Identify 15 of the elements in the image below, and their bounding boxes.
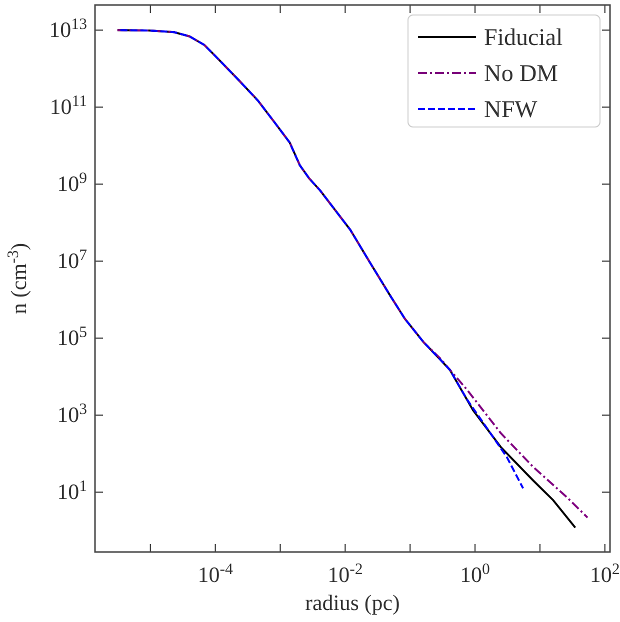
y-tick-label: 10$^{13}$ <box>49 16 88 42</box>
y-tick-label: 10$^{7}$ <box>57 246 88 274</box>
legend-label: NFW <box>484 97 538 123</box>
y-tick-label: 10$^{11}$ <box>50 92 87 120</box>
legend-label: Fiducial <box>484 25 563 51</box>
x-tick-label: 10$^{2}$ <box>590 560 620 587</box>
y-tick-label: 10$^{5}$ <box>57 324 88 350</box>
x-tick-label: 10$^{0}$ <box>460 560 490 587</box>
y-tick-label: 10$^{1}$ <box>57 478 87 504</box>
y-tick-label: 10$^{3}$ <box>57 400 88 428</box>
x-tick-label: 10$^{-4}$ <box>198 560 234 587</box>
x-axis-title: radius (pc) <box>305 590 400 615</box>
x-tick-label: 10$^{-2}$ <box>328 560 363 587</box>
y-tick-label: 10$^{9}$ <box>57 170 88 196</box>
legend-label: No DM <box>484 61 558 87</box>
